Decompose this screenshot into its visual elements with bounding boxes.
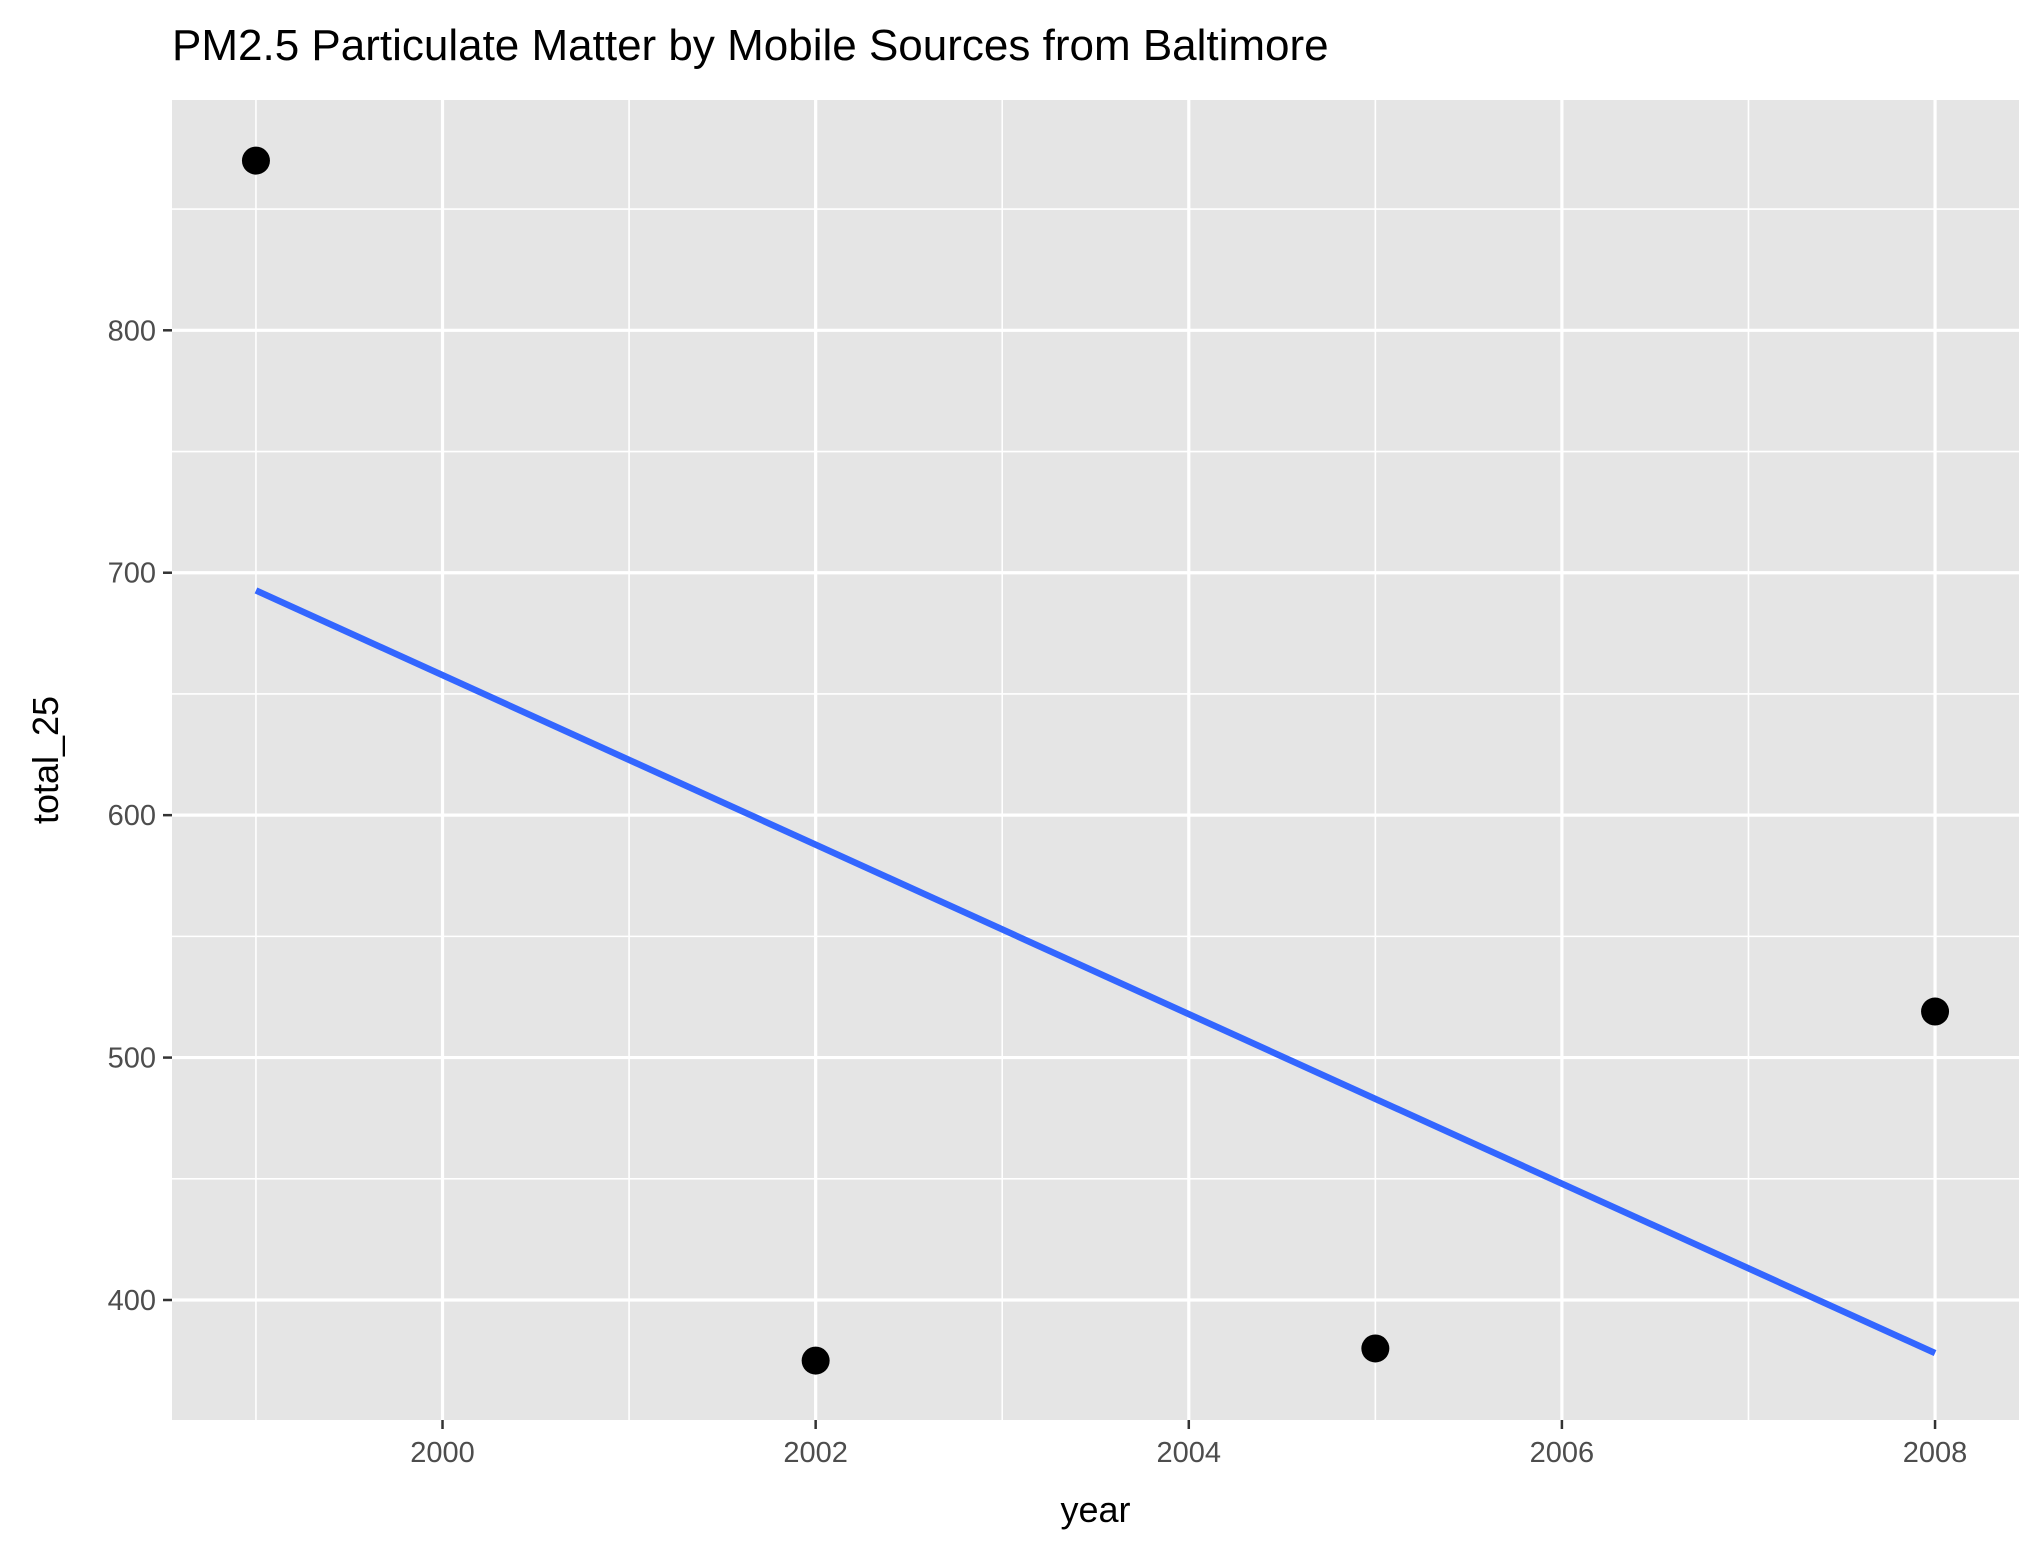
- data-point: [1361, 1334, 1390, 1363]
- data-point: [241, 146, 270, 175]
- trend-layer: [254, 587, 1937, 1357]
- x-tick-label: 2002: [783, 1437, 848, 1469]
- x-tick-label: 2008: [1903, 1437, 1968, 1469]
- plot-panel: [172, 100, 2019, 1420]
- x-tick-label: 2000: [410, 1437, 475, 1469]
- y-tick-label: 700: [108, 558, 156, 590]
- points-layer: [241, 146, 1950, 1375]
- trend-line: [254, 587, 1937, 1357]
- x-axis-title: year: [1060, 1489, 1130, 1530]
- data-point: [801, 1346, 830, 1375]
- y-tick-label: 800: [108, 315, 156, 347]
- grid-layer: [172, 100, 2019, 1420]
- axis-ticks: 2000 2002 2004 2006 2008 400 500 600 700 800: [108, 315, 1968, 1469]
- x-tick-label: 2006: [1530, 1437, 1595, 1469]
- x-tick-label: 2004: [1157, 1437, 1222, 1469]
- chart-title: PM2.5 Particulate Matter by Mobile Sourc…: [172, 21, 1329, 70]
- y-tick-label: 400: [108, 1285, 156, 1317]
- y-tick-label: 600: [108, 800, 156, 832]
- y-tick-label: 500: [108, 1043, 156, 1075]
- data-point: [1921, 997, 1950, 1026]
- y-axis-title: total_25: [25, 696, 66, 824]
